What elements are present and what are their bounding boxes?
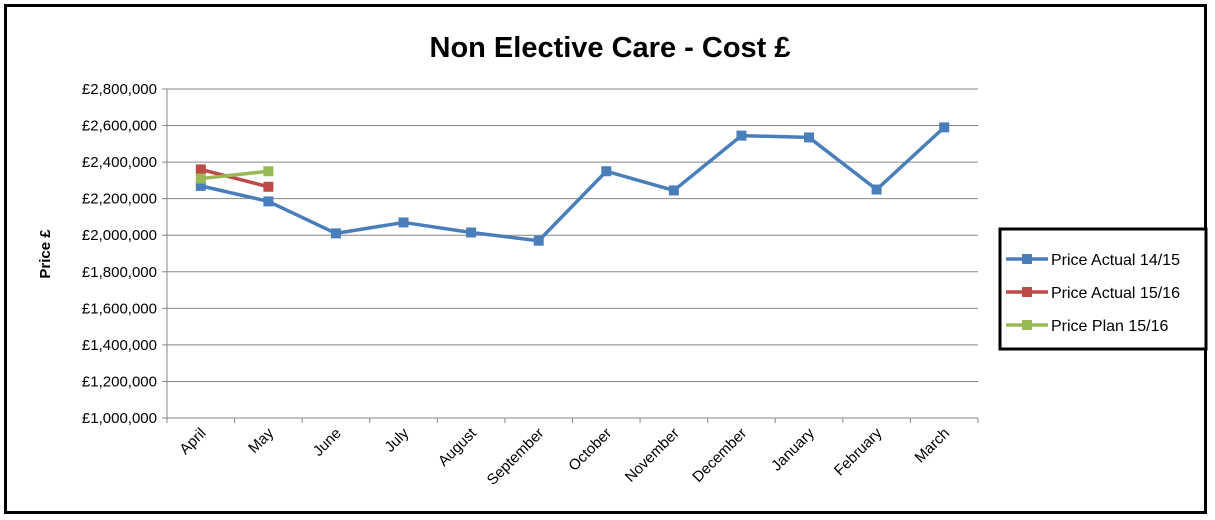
axes <box>166 89 979 423</box>
series-layer <box>195 122 950 246</box>
y-tick-label: £2,600,000 <box>82 118 157 135</box>
x-tick-label: July <box>381 424 412 455</box>
legend: Price Actual 14/15 Price Actual 15/16 Pric… <box>998 227 1208 351</box>
y-tick-label: £1,600,000 <box>82 300 157 317</box>
data-point-marker <box>195 173 206 184</box>
series-line <box>200 126 946 243</box>
x-tick-label: January <box>768 424 818 474</box>
x-tick-labels: April May June July August September October No… <box>176 424 953 488</box>
series-group <box>195 122 950 246</box>
data-point-marker <box>466 227 477 238</box>
data-point-marker <box>195 180 206 191</box>
data-point-marker <box>601 166 612 177</box>
y-tick-labels: £1,000,000 £1,200,000 £1,400,000 £1,600,000… <box>82 81 157 427</box>
x-tick-label: March <box>912 425 953 466</box>
y-tick-label: £1,200,000 <box>82 373 157 390</box>
x-tick-label: August <box>435 424 481 470</box>
legend-marker <box>1022 287 1032 297</box>
data-point-marker <box>263 196 274 207</box>
legend-label: Price Actual 15/16 <box>1051 285 1180 302</box>
x-tick-label: December <box>689 425 750 486</box>
x-tick-label: October <box>565 425 615 475</box>
data-point-marker <box>263 181 274 192</box>
grid-lines <box>162 88 978 419</box>
x-tick-label: June <box>310 425 345 460</box>
x-tick-label: November <box>622 425 683 486</box>
y-tick-label: £1,000,000 <box>82 410 157 427</box>
data-point-marker <box>668 185 679 196</box>
data-point-marker <box>398 217 409 228</box>
y-tick-label: £1,400,000 <box>82 337 157 354</box>
data-point-marker <box>533 235 544 246</box>
data-point-marker <box>263 166 274 177</box>
chart-title: Non Elective Care - Cost £ <box>430 32 791 64</box>
legend-box <box>998 227 1208 351</box>
data-point-marker <box>871 184 882 195</box>
x-tick-label: April <box>176 425 209 458</box>
legend-marker <box>1022 320 1032 330</box>
y-tick-label: £1,800,000 <box>82 264 157 281</box>
data-point-marker <box>736 130 747 141</box>
series-line <box>200 167 269 189</box>
x-tick-label: September <box>484 425 548 489</box>
legend-label: Price Actual 14/15 <box>1051 252 1180 269</box>
y-tick-label: £2,800,000 <box>82 81 157 98</box>
series-group <box>195 166 274 184</box>
y-tick-label: £2,200,000 <box>82 191 157 208</box>
x-tick-label: May <box>245 424 277 456</box>
y-tick-label: £2,000,000 <box>82 227 157 244</box>
y-axis-title: Price £ <box>37 229 54 279</box>
data-point-marker <box>804 132 815 143</box>
data-point-marker <box>330 228 341 239</box>
data-point-marker <box>195 164 206 175</box>
series-group <box>195 164 274 192</box>
series-line <box>200 169 269 181</box>
x-tick-label: February <box>831 424 886 479</box>
y-tick-label: £2,400,000 <box>82 154 157 171</box>
legend-marker <box>1022 254 1032 264</box>
legend-label: Price Plan 15/16 <box>1051 318 1169 335</box>
data-point-marker <box>939 122 950 133</box>
